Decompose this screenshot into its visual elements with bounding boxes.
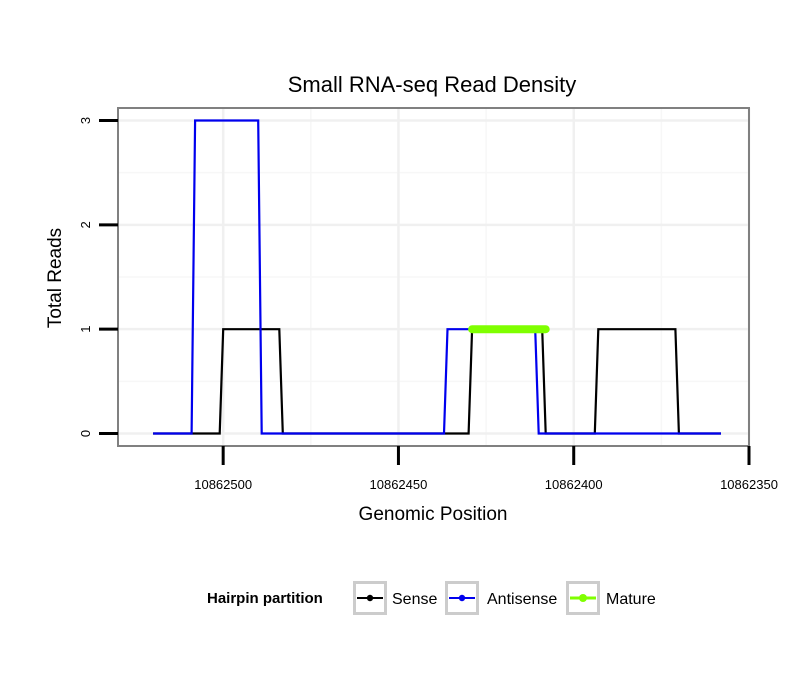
legend-label-mature: Mature xyxy=(606,591,656,608)
x-axis: 10862500 10862450 10862400 10862350 xyxy=(118,445,778,492)
x-tick-label: 10862450 xyxy=(370,477,428,492)
legend-label-sense: Sense xyxy=(392,591,437,608)
legend-label-antisense: Antisense xyxy=(487,591,557,608)
y-axis-title: Total Reads xyxy=(45,228,66,328)
series-layer xyxy=(153,119,721,435)
legend-swatch-point xyxy=(366,594,374,602)
y-tick-label: 2 xyxy=(78,221,93,228)
chart-title: Small RNA-seq Read Density xyxy=(288,72,577,97)
y-axis: 0 1 2 3 xyxy=(78,117,118,437)
x-tick-label: 10862350 xyxy=(720,477,778,492)
y-tick-label: 1 xyxy=(78,326,93,333)
plot-panel xyxy=(117,107,751,447)
legend-swatch-point xyxy=(458,594,466,602)
x-axis-title: Genomic Position xyxy=(359,504,508,525)
legend: Hairpin partition Sense Antisense Mature xyxy=(207,581,656,615)
x-tick-label: 10862500 xyxy=(194,477,252,492)
series-line-antisense xyxy=(153,119,721,435)
y-tick-label: 0 xyxy=(78,430,93,437)
x-tick-label: 10862400 xyxy=(545,477,603,492)
y-tick-label: 3 xyxy=(78,117,93,124)
legend-title: Hairpin partition xyxy=(207,590,323,607)
legend-swatch-point xyxy=(579,594,587,602)
